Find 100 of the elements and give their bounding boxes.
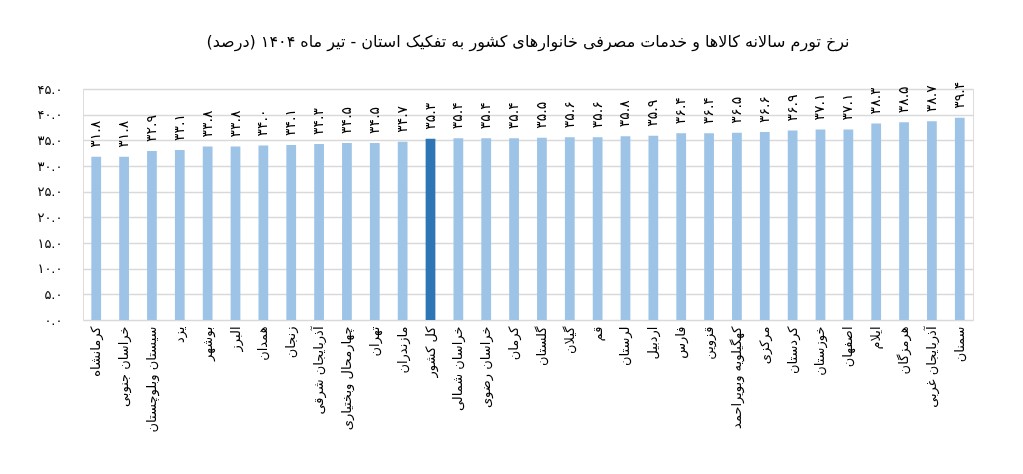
data-label: ۳۸.۵ [895,86,912,114]
x-tick-label: قزوین [701,326,718,360]
bar [787,130,798,320]
x-tick-label: مرکزی [756,326,773,365]
bar [509,138,519,320]
y-tick-label: ۳۰.۰ [37,158,63,174]
x-tick-label: خراسان جنوبی [116,326,133,407]
data-label: ۳۲.۹ [142,115,159,143]
bar [564,137,575,320]
bar [230,146,241,320]
x-tick-label: چهارمحال وبختیاری [338,326,355,431]
data-label: ۳۶.۵ [727,96,744,124]
data-label: ۳۵.۶ [560,101,577,129]
bar [843,129,854,320]
x-tick-label: خراسان رضوی [478,326,495,409]
y-tick-label: ۵.۰ [44,286,63,302]
bar [369,142,380,320]
y-tick-label: ۴۵.۰ [37,81,63,97]
x-tick-label: خوزستان [812,326,829,376]
data-label: ۳۵.۴ [477,102,494,130]
bar [537,137,547,320]
bar [425,138,436,320]
data-label: ۳۵.۳ [421,102,438,130]
bar [147,151,157,320]
x-tick-label: فارس [673,326,690,359]
y-tick-label: ۱۰.۰ [37,261,63,277]
data-label: ۳۳.۸ [226,110,243,138]
x-tick-label: یزد [171,326,188,344]
x-tick-label: کردستان [784,325,801,374]
bar [397,141,408,320]
data-label: ۳۴.۳ [310,107,327,135]
bar [286,144,297,320]
x-tick-label: آذربایجان شرقی [310,325,328,415]
data-label: ۳۶.۴ [672,97,689,125]
chart-title: نرخ تورم سالانه کالاها و خدمات مصرفی خانوارهای کشور به تفکیک استان - تیر ماه ۱۴۰۴ (درصد) [206,31,850,52]
bar [815,129,826,320]
data-label: ۳۶.۶ [755,96,772,124]
bar [314,143,324,320]
data-label: ۳۶.۹ [783,94,800,122]
data-label: ۳۵.۴ [449,102,466,130]
y-tick-label: ۳۵.۰ [37,132,63,148]
data-label: ۳۳.۱ [170,114,187,142]
data-label: ۳۷.۱ [839,93,856,121]
y-tick-label: ۴۰.۰ [37,107,63,123]
x-tick-label: گیلان [561,325,577,354]
bar [453,138,464,320]
data-label: ۳۸.۳ [867,86,884,115]
bar [174,150,185,320]
data-label: ۳۵.۵ [532,101,549,129]
bar [899,122,909,320]
data-label: ۳۱.۸ [115,120,132,148]
x-tick-label: قم [589,326,606,342]
data-label: ۳۴.۵ [365,106,382,134]
data-label: ۳۶.۴ [700,97,717,125]
x-tick-label: کرمان [506,325,523,361]
data-label: ۳۵.۹ [644,99,661,127]
x-tick-label: تهران [366,326,383,357]
bar [91,156,102,320]
bar [927,121,937,320]
y-tick-label: ۱۵.۰ [37,235,63,251]
data-label: ۳۴.۵ [337,106,354,134]
x-tick-label: آذربایجان غربی [922,325,940,408]
y-tick-label: ۲۰.۰ [37,209,63,225]
x-tick-label: مازندران [394,326,411,374]
x-tick-label: بوشهر [199,326,216,362]
x-tick-label: خراسان شمالی [450,326,467,412]
x-tick-label: سیستان وبلوچستان [143,326,160,433]
x-tick-label: ایلام [868,326,884,350]
data-label: ۳۹.۴ [950,81,967,109]
data-label: ۳۵.۴ [505,102,522,130]
x-tick-label: اصفهان [840,326,857,368]
bar [954,117,965,320]
bar [592,137,603,320]
x-tick-label: کرمانشاه [88,325,105,377]
y-tick-label: ۲۵.۰ [37,184,63,200]
bar [759,132,770,320]
bar [202,146,213,320]
bar [676,133,687,320]
x-tick-label: اردبیل [645,326,662,360]
x-tick-label: هرمزگان [896,326,913,375]
data-label: ۳۴.۰ [254,109,271,137]
data-label: ۳۸.۷ [922,84,939,113]
x-tick-label: لرستان [617,326,634,366]
x-tick-label: گلستان [533,325,549,367]
data-label: ۳۵.۶ [588,101,605,129]
x-tick-label: همدان [255,326,271,361]
data-label: ۳۱.۸ [87,120,104,148]
bar [732,132,742,320]
bar [481,138,492,320]
x-tick-label: کل کشور [422,325,439,379]
data-label: ۳۴.۱ [282,108,299,136]
bar [704,133,714,320]
data-label: ۳۷.۱ [811,93,828,121]
x-tick-label: البرز [227,326,244,353]
y-tick-label: ۰.۰ [44,312,63,328]
x-tick-label: کهگیلویه وبویراحمد [728,325,745,429]
bar [620,136,631,320]
data-label: ۳۵.۸ [616,99,633,128]
bar [342,142,352,320]
data-label: ۳۴.۷ [393,105,410,133]
